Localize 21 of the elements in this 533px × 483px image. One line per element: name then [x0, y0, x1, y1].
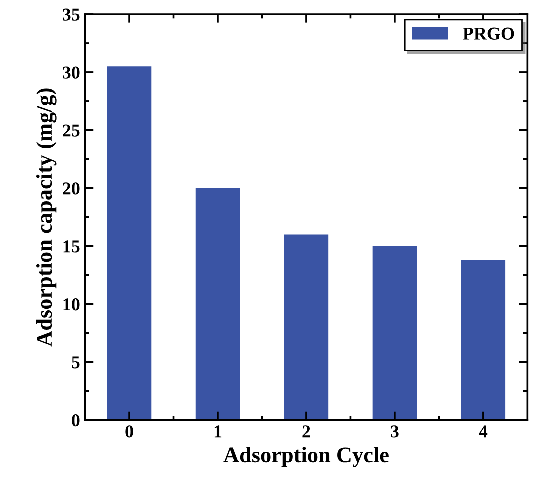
y-tick-label: 5 — [72, 356, 80, 369]
bar — [284, 234, 329, 420]
legend-label: PRGO — [463, 28, 514, 40]
x-tick-label: 1 — [214, 426, 222, 438]
bar — [107, 66, 152, 420]
y-tick-label: 20 — [63, 182, 80, 195]
x-tick-label: 2 — [302, 426, 310, 438]
y-tick-label: 0 — [72, 414, 80, 427]
y-tick-label: 30 — [63, 66, 80, 79]
bar — [372, 246, 418, 420]
x-tick-label: 0 — [126, 426, 134, 438]
bar — [196, 188, 240, 420]
bar — [461, 260, 506, 420]
y-tick-label: 35 — [63, 8, 80, 21]
y-tick-label: 10 — [64, 298, 80, 311]
y-axis-title: Adsorption capacity (mg/g) — [36, 88, 57, 347]
x-axis-title: Adsorption Cycle — [224, 447, 389, 468]
y-tick-label: 25 — [63, 124, 80, 137]
x-tick-label: 3 — [391, 426, 399, 438]
y-tick-label: 15 — [64, 240, 80, 253]
x-tick-label: 4 — [479, 426, 488, 438]
